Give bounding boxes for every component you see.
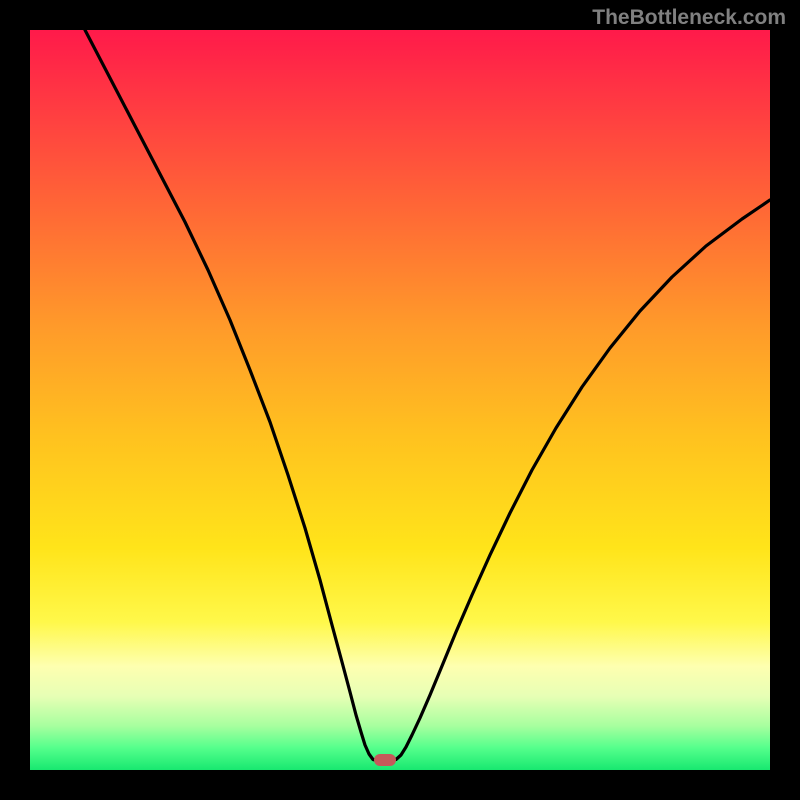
minimum-marker [374,754,396,766]
curve-layer [30,30,770,770]
bottleneck-curve [85,30,770,761]
watermark-text: TheBottleneck.com [592,6,786,30]
